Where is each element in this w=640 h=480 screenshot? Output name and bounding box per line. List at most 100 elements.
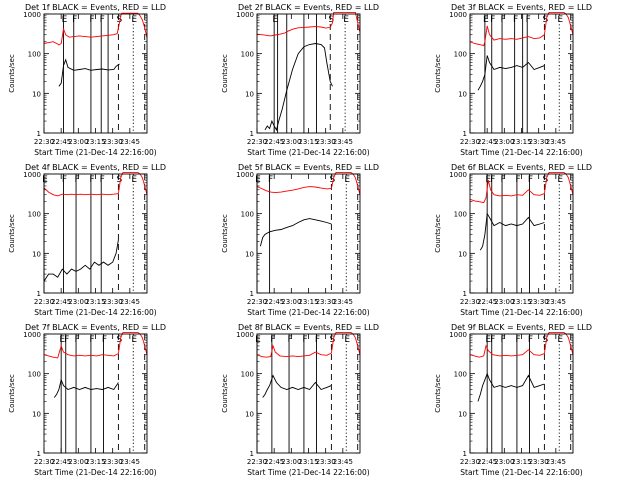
lld-series-line [469, 331, 574, 358]
y-tick-label: 1000 [449, 11, 467, 19]
events-series-line [53, 378, 119, 398]
event-marker-label: S [330, 175, 336, 185]
event-marker-label: E [557, 175, 563, 185]
y-tick-label: 10 [245, 90, 254, 98]
y-tick-label: 10 [458, 410, 467, 418]
y-axis-label: Counts/sec [8, 54, 16, 93]
y-axis-label: Counts/sec [8, 214, 16, 253]
x-tick-label: 23:45 [333, 298, 353, 306]
event-marker-label: F [268, 175, 273, 185]
x-tick-label: 23:45 [120, 298, 140, 306]
x-tick-label: 23:45 [333, 138, 353, 146]
y-axis-label: Counts/sec [434, 374, 442, 413]
y-tick-label: 100 [28, 51, 41, 59]
event-marker-label: F [102, 335, 107, 345]
x-tick-label: 22:45 [264, 298, 284, 306]
x-axis-label: Start Time (21-Dec-14 22:16:00) [460, 468, 582, 477]
y-tick-label: 1 [37, 450, 41, 458]
lld-series-line [43, 171, 148, 197]
event-marker-label: E [131, 15, 137, 25]
detector-panel-2: Det 2f BLACK = Events, RED = LLD Counts/s… [221, 3, 379, 157]
x-axis-label: Start Time (21-Dec-14 22:16:00) [460, 148, 582, 157]
event-marker-label: E [62, 15, 68, 25]
x-tick-label: 22:45 [477, 298, 497, 306]
panel-title: Det 9f BLACK = Events, RED = LLD [451, 323, 592, 332]
event-marker-label: F [100, 15, 105, 25]
x-tick-label: 22:30 [34, 298, 54, 306]
event-marker-label: S [117, 175, 123, 185]
event-marker-label: E [344, 175, 350, 185]
lld-series-line [469, 11, 574, 47]
event-marker-label: E [42, 175, 48, 185]
y-axis-label: Counts/sec [434, 214, 442, 253]
detector-panel-7: Det 7f BLACK = Events, RED = LLD Counts/s… [8, 323, 166, 477]
x-axis-label: Start Time (21-Dec-14 22:16:00) [460, 308, 582, 317]
events-series-line [43, 239, 119, 282]
x-tick-label: 22:30 [247, 458, 267, 466]
plot-frame [43, 13, 148, 134]
plot-frame [469, 333, 574, 454]
x-tick-label: 23:30 [103, 458, 123, 466]
y-tick-label: 100 [241, 51, 254, 59]
event-marker-label: F [528, 175, 533, 185]
y-tick-label: 10 [32, 410, 41, 418]
y-tick-label: 100 [28, 211, 41, 219]
y-tick-label: 10 [32, 250, 41, 258]
event-marker-label: E [59, 335, 65, 345]
x-tick-label: 23:30 [316, 138, 336, 146]
y-tick-label: 100 [28, 371, 41, 379]
x-tick-label: 23:00 [494, 458, 514, 466]
plot-frame [256, 333, 361, 454]
event-marker-label: S [330, 335, 336, 345]
event-marker-label: F [500, 15, 505, 25]
x-tick-label: 23:15 [298, 138, 318, 146]
x-tick-label: 23:30 [103, 298, 123, 306]
y-tick-label: 1 [250, 450, 254, 458]
event-marker-label: F [315, 335, 320, 345]
event-marker-label: F [526, 15, 531, 25]
event-marker-label: E [343, 15, 349, 25]
panel-title: Det 7f BLACK = Events, RED = LLD [25, 323, 166, 332]
x-tick-label: 22:30 [34, 458, 54, 466]
event-marker-label: S [543, 335, 549, 345]
x-tick-label: 23:15 [85, 458, 105, 466]
event-marker-label: F [500, 335, 505, 345]
y-tick-label: 1000 [23, 171, 41, 179]
event-marker-label: F [89, 15, 94, 25]
y-axis-label: Counts/sec [221, 214, 229, 253]
events-series-line [262, 374, 332, 398]
y-tick-label: 10 [245, 410, 254, 418]
x-tick-label: 23:15 [511, 298, 531, 306]
x-tick-label: 22:30 [460, 138, 480, 146]
x-axis-label: Start Time (21-Dec-14 22:16:00) [34, 308, 156, 317]
event-marker-label: F [64, 335, 69, 345]
y-tick-label: 1 [463, 290, 467, 298]
x-tick-label: 23:00 [68, 458, 88, 466]
event-marker-label: E [485, 335, 491, 345]
events-series-line [479, 212, 545, 251]
y-tick-label: 1 [37, 130, 41, 138]
event-marker-label: E [272, 15, 278, 25]
panel-title: Det 6f BLACK = Events, RED = LLD [451, 163, 592, 172]
x-tick-label: 23:45 [546, 138, 566, 146]
lld-series-line [256, 11, 361, 37]
x-tick-label: 22:30 [460, 458, 480, 466]
event-marker-label: E [344, 335, 350, 345]
event-marker-label: F [74, 335, 79, 345]
event-marker-label: F [89, 335, 94, 345]
event-marker-label: E [557, 15, 563, 25]
detector-panel-9: Det 9f BLACK = Events, RED = LLD Counts/s… [434, 323, 592, 477]
lld-series-line [43, 12, 148, 46]
y-tick-label: 100 [241, 371, 254, 379]
lld-series-line [43, 331, 148, 359]
event-marker-label: F [528, 335, 533, 345]
events-series-line [58, 58, 120, 87]
x-tick-label: 22:45 [264, 138, 284, 146]
x-tick-label: 23:00 [68, 138, 88, 146]
x-tick-label: 23:30 [529, 458, 549, 466]
y-axis-label: Counts/sec [434, 54, 442, 93]
event-marker-label: E [131, 175, 137, 185]
x-axis-label: Start Time (21-Dec-14 22:16:00) [247, 148, 369, 157]
plot-frame [43, 173, 148, 294]
